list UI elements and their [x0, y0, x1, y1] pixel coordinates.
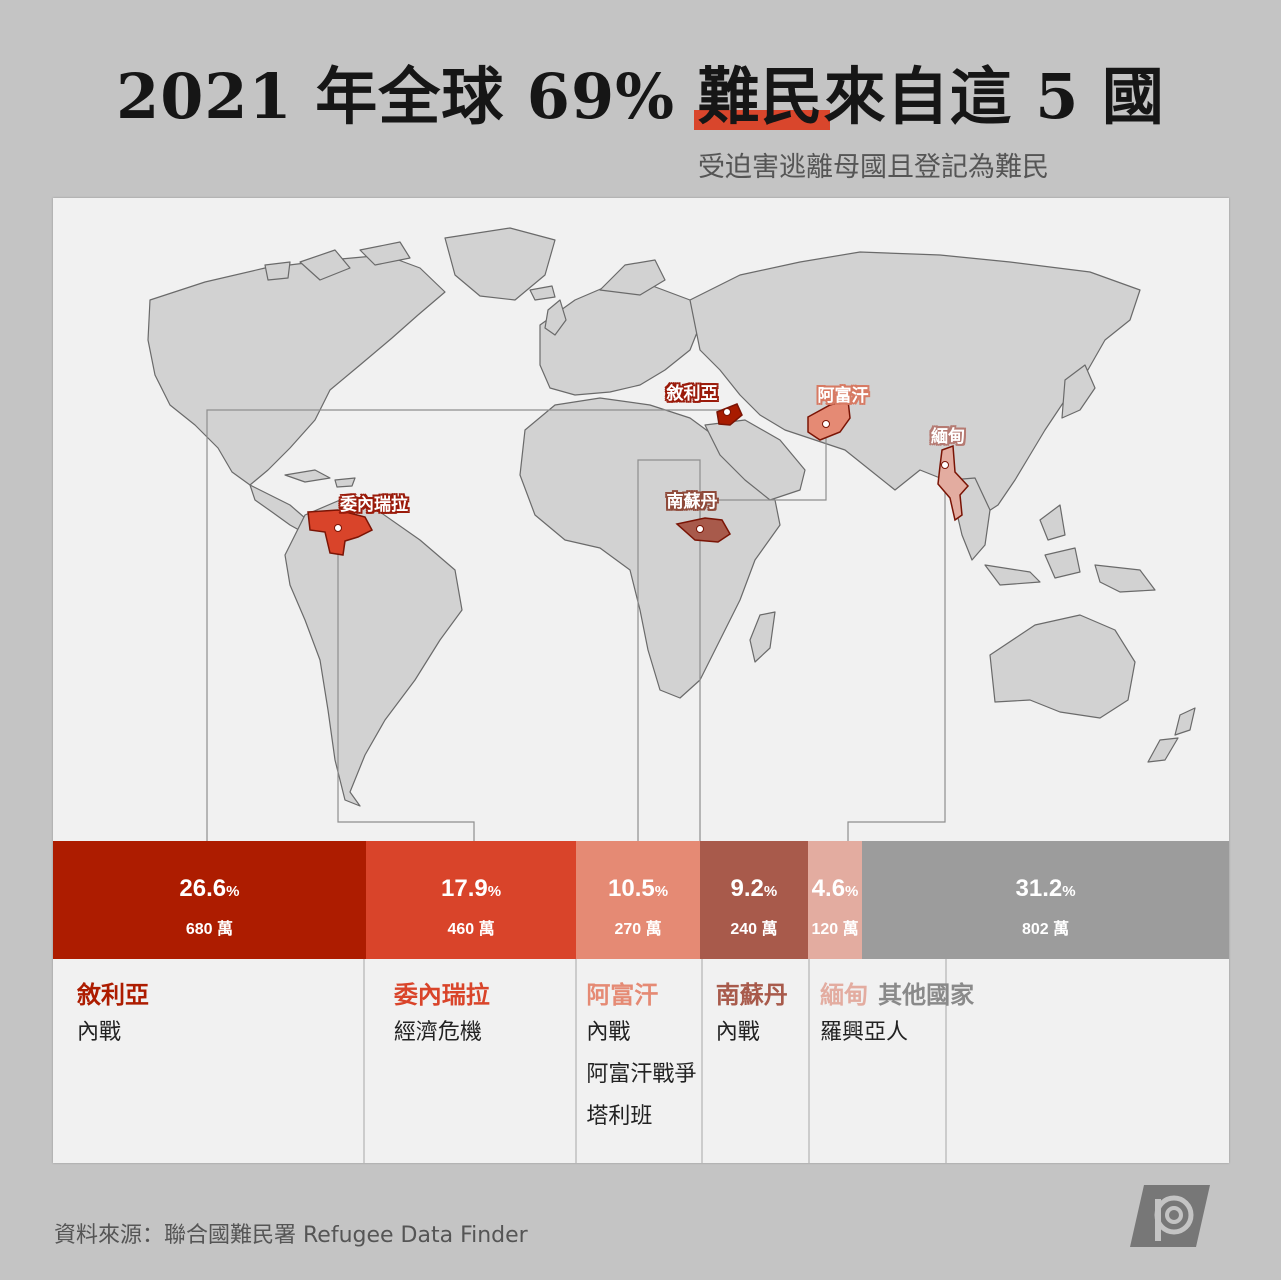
column-name-afghanistan: 阿富汗 — [586, 981, 659, 1009]
marker-syria — [723, 408, 731, 416]
title-highlight: 難民 — [693, 52, 830, 142]
reason-venezuela-0: 經濟危機 — [393, 1020, 482, 1045]
map-label-myanmar: 緬甸 — [931, 427, 965, 447]
landmass-caribbean — [284, 469, 356, 488]
country-afghanistan — [807, 399, 851, 441]
reason-afghanistan-1: 阿富汗戰爭 — [586, 1062, 697, 1087]
landmass-asia — [689, 251, 1141, 521]
source-note: 資料來源：聯合國難民署 Refugee Data Finder — [54, 1223, 528, 1248]
landmass-arabia — [704, 419, 806, 501]
country-venezuela — [307, 509, 374, 556]
reason-afghanistan-0: 內戰 — [586, 1020, 631, 1045]
marker-venezuela — [334, 524, 342, 532]
map-label-south-sudan: 南蘇丹 — [666, 492, 718, 512]
chart-title: 2021 年全球 69% 難民來自這 5 國 — [0, 52, 1281, 142]
marker-afghanistan — [822, 420, 830, 428]
reason-syria-0: 內戰 — [77, 1020, 122, 1045]
landmass-arctic-islands — [264, 241, 411, 281]
bar-count-afghanistan: 270 萬 — [614, 921, 662, 938]
marker-south-sudan — [696, 525, 704, 533]
column-name-syria: 敘利亞 — [77, 981, 149, 1009]
bar-percent-myanmar: 4.6% — [811, 875, 859, 902]
column-south-sudan: 南蘇丹 內戰 — [716, 978, 788, 1054]
column-name-myanmar: 緬甸 — [819, 981, 868, 1009]
bar-segment-afghanistan: 10.5% 270 萬 — [576, 841, 700, 959]
leader-line-south-sudan — [637, 459, 701, 841]
map-label-afghanistan: 阿富汗 — [817, 386, 869, 406]
column-venezuela: 委內瑞拉 經濟危機 — [394, 978, 490, 1054]
landmass-australia — [989, 614, 1136, 719]
bar-count-south-sudan: 240 萬 — [730, 921, 778, 938]
landmass-indonesia — [984, 504, 1156, 593]
reason-south-sudan-0: 內戰 — [715, 1020, 760, 1045]
bar-percent-afghanistan: 10.5% — [608, 875, 669, 902]
column-afghanistan: 阿富汗內戰阿富汗戰爭塔利班 — [586, 978, 696, 1138]
reason-afghanistan-2: 塔利班 — [586, 1104, 653, 1129]
bar-percent-venezuela: 17.9% — [441, 875, 502, 902]
column-myanmar: 緬甸 羅興亞人 — [820, 978, 908, 1054]
leader-line-afghanistan — [699, 425, 827, 841]
column-name-venezuela: 委內瑞拉 — [393, 981, 490, 1009]
column-others: 其他國家 — [878, 978, 974, 1012]
bar-segment-venezuela: 17.9% 460 萬 — [365, 841, 577, 959]
bar-count-others: 802 萬 — [1021, 921, 1070, 938]
column-name-others: 其他國家 — [878, 981, 975, 1009]
bar-percent-south-sudan: 9.2% — [730, 875, 778, 902]
bar-segment-south-sudan: 9.2% 240 萬 — [699, 841, 808, 959]
title-prefix: 2021 年全球 69% — [116, 60, 698, 133]
landmass-greenland — [444, 227, 556, 301]
reason-myanmar-0: 羅興亞人 — [819, 1020, 908, 1045]
marker-myanmar — [941, 461, 949, 469]
publisher-logo — [1130, 1185, 1210, 1247]
bar-segment-myanmar: 4.6% 120 萬 — [807, 841, 863, 959]
leader-line-syria — [206, 409, 727, 841]
map-label-syria: 敘利亞 — [666, 384, 718, 404]
bar-percent-others: 31.2% — [1015, 875, 1076, 902]
bar-percent-syria: 26.6% — [179, 875, 240, 902]
column-name-south-sudan: 南蘇丹 — [715, 981, 788, 1009]
bar-segment-syria: 26.6% 680 萬 — [53, 841, 366, 959]
landmass-scandinavia — [599, 259, 666, 296]
bar-count-syria: 680 萬 — [185, 921, 233, 938]
landmass-africa — [519, 397, 781, 699]
landmass-iceland — [529, 285, 556, 301]
title-suffix: 來自這 5 國 — [823, 60, 1165, 133]
landmass-new-zealand — [1147, 707, 1196, 763]
leader-line-myanmar — [847, 465, 946, 841]
landmass-madagascar — [749, 611, 776, 663]
bar-count-venezuela: 460 萬 — [447, 921, 495, 938]
landmass-uk — [544, 299, 567, 336]
chart-subtitle: 受迫害逃離母國且登記為難民 — [698, 152, 1049, 183]
bar-count-myanmar: 120 萬 — [811, 921, 859, 938]
bar-segment-others: 31.2% 802 萬 — [862, 841, 1229, 959]
landmass-japan — [1061, 364, 1096, 419]
map-label-venezuela: 委內瑞拉 — [340, 495, 408, 515]
landmass-north-america — [147, 254, 446, 486]
landmass-south-america — [284, 499, 463, 807]
column-syria: 敘利亞 內戰 — [77, 978, 149, 1054]
leader-line-venezuela — [337, 525, 475, 841]
